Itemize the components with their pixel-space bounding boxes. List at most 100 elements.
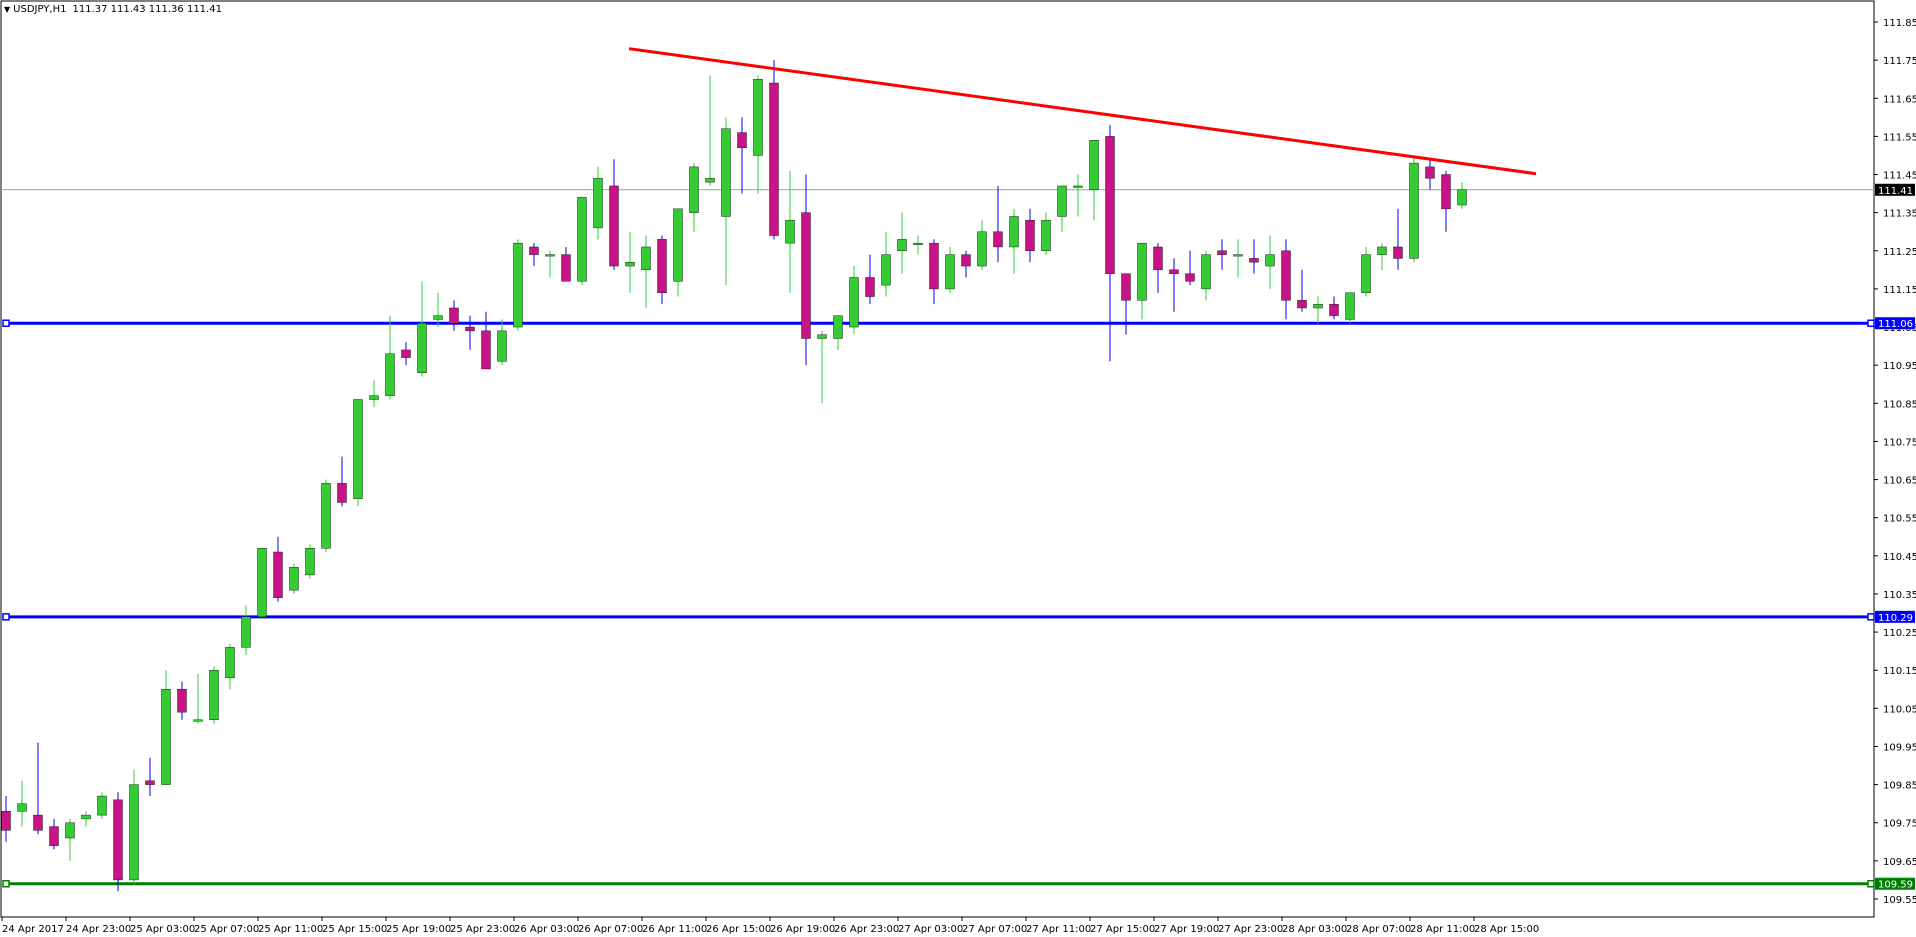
candle[interactable] — [1073, 174, 1083, 217]
candle[interactable] — [769, 60, 779, 240]
level-anchor-left[interactable] — [2, 879, 10, 888]
resistance-trendline[interactable] — [628, 47, 1537, 176]
candle[interactable] — [49, 818, 59, 850]
candle[interactable] — [785, 170, 795, 293]
candle[interactable] — [1249, 239, 1259, 274]
candle[interactable] — [673, 208, 683, 297]
candle[interactable] — [993, 185, 1003, 263]
candle[interactable] — [1441, 170, 1451, 232]
candle[interactable] — [1265, 235, 1275, 289]
candle[interactable] — [753, 75, 763, 194]
candle[interactable] — [817, 330, 827, 404]
candle[interactable] — [449, 300, 459, 331]
candle[interactable] — [545, 250, 555, 278]
candle[interactable] — [305, 544, 315, 579]
candle[interactable] — [209, 666, 219, 724]
candle[interactable] — [337, 456, 347, 507]
candle[interactable] — [609, 159, 619, 270]
candle[interactable] — [513, 239, 523, 331]
candle[interactable] — [385, 315, 395, 400]
candle[interactable] — [1057, 185, 1067, 232]
candle[interactable] — [497, 319, 507, 366]
candle[interactable] — [1425, 159, 1435, 190]
candle[interactable] — [801, 174, 811, 366]
candle[interactable] — [97, 792, 107, 819]
candle[interactable] — [353, 399, 363, 507]
candle[interactable] — [1089, 140, 1099, 221]
candle[interactable] — [865, 254, 875, 305]
candle[interactable] — [65, 818, 75, 861]
candle[interactable] — [641, 235, 651, 308]
candle[interactable] — [225, 643, 235, 690]
candle[interactable] — [561, 246, 571, 282]
candle[interactable] — [1105, 124, 1115, 362]
candle[interactable] — [145, 757, 155, 797]
candle[interactable] — [1281, 239, 1291, 320]
candle[interactable] — [881, 231, 891, 297]
candle[interactable] — [433, 292, 443, 328]
candle[interactable] — [721, 117, 731, 286]
candle[interactable] — [625, 231, 635, 293]
candle[interactable] — [417, 281, 427, 377]
candle[interactable] — [833, 315, 843, 350]
level-anchor-right[interactable] — [1867, 613, 1875, 621]
candle[interactable] — [1457, 182, 1467, 209]
candle[interactable] — [1, 796, 11, 842]
candle[interactable] — [1025, 208, 1035, 263]
level-anchor-right[interactable] — [1867, 879, 1875, 888]
candle[interactable] — [1185, 250, 1195, 286]
candle[interactable] — [1169, 258, 1179, 312]
candle[interactable] — [977, 220, 987, 270]
candle[interactable] — [689, 163, 699, 232]
level-anchor-left[interactable] — [2, 613, 10, 621]
candle[interactable] — [161, 670, 171, 785]
candle[interactable] — [369, 380, 379, 408]
candle[interactable] — [657, 235, 667, 305]
dropdown-triangle-icon[interactable]: ▼ — [4, 5, 11, 14]
candle[interactable] — [321, 479, 331, 553]
candle[interactable] — [705, 75, 715, 186]
candle[interactable] — [737, 117, 747, 194]
candle[interactable] — [1345, 292, 1355, 324]
candle[interactable] — [1377, 243, 1387, 270]
candle[interactable] — [289, 563, 299, 594]
candle[interactable] — [17, 780, 27, 827]
candle[interactable] — [1153, 243, 1163, 293]
candle[interactable] — [577, 197, 587, 286]
candle[interactable] — [273, 536, 283, 602]
candle[interactable] — [913, 235, 923, 255]
candle[interactable] — [1393, 208, 1403, 270]
candle[interactable] — [193, 674, 203, 724]
level-anchor-left[interactable] — [2, 319, 10, 327]
candle[interactable] — [1233, 239, 1243, 278]
candle[interactable] — [81, 811, 91, 827]
candle[interactable] — [1313, 296, 1323, 324]
candle[interactable] — [257, 548, 267, 618]
candle[interactable] — [961, 250, 971, 278]
candle[interactable] — [1409, 155, 1419, 263]
candle[interactable] — [1041, 212, 1051, 255]
candle[interactable] — [481, 311, 491, 370]
candle[interactable] — [1137, 242, 1147, 320]
candle[interactable] — [897, 212, 907, 274]
candle[interactable] — [1361, 246, 1371, 297]
candle[interactable] — [1009, 208, 1019, 274]
candle[interactable] — [465, 315, 475, 350]
candle[interactable] — [113, 792, 123, 892]
candle[interactable] — [1297, 269, 1307, 312]
candle[interactable] — [129, 769, 139, 884]
candle[interactable] — [593, 166, 603, 240]
level-anchor-right[interactable] — [1867, 319, 1875, 327]
candle[interactable] — [929, 239, 939, 305]
candle[interactable] — [945, 246, 955, 293]
candle[interactable] — [241, 605, 251, 655]
candle[interactable] — [33, 742, 43, 835]
candle[interactable] — [1201, 250, 1211, 301]
candle[interactable] — [1329, 296, 1339, 320]
candle[interactable] — [1217, 239, 1227, 270]
candle[interactable] — [849, 266, 859, 335]
candle[interactable] — [177, 681, 187, 720]
candle[interactable] — [401, 342, 411, 366]
candle[interactable] — [529, 243, 539, 267]
